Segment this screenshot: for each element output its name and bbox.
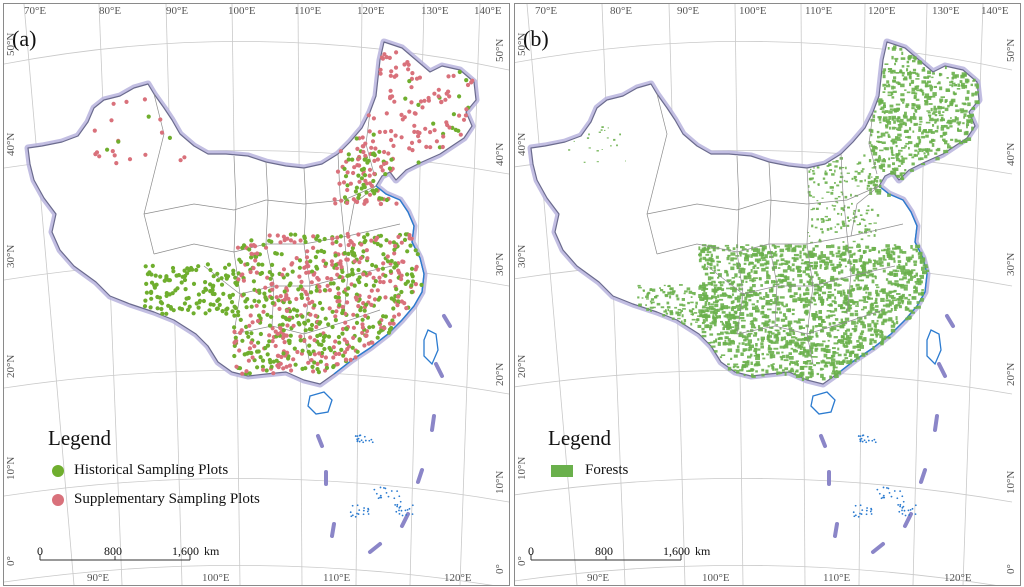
panel-label: (a): [12, 26, 37, 51]
top-tick: 70°E: [535, 5, 558, 17]
top-tick: 130°E: [932, 5, 960, 17]
scale-start: 0: [37, 544, 43, 558]
country-outline: [527, 38, 983, 415]
legend-title: Legend: [548, 426, 611, 450]
legend-label: Supplementary Sampling Plots: [74, 491, 260, 507]
right-tick: 10°N: [1005, 470, 1017, 494]
province-boundaries: [646, 93, 904, 365]
right-tick: 40°N: [494, 142, 506, 166]
forest-swatch-icon: [551, 464, 573, 477]
right-tick: 20°N: [1005, 362, 1017, 386]
top-tick: 110°E: [294, 5, 322, 17]
left-tick: 10°N: [516, 456, 528, 480]
green-dot-icon: [52, 464, 64, 477]
top-tick: 80°E: [610, 5, 633, 17]
bottom-tick: 110°E: [323, 572, 351, 584]
legend-item-historical: Historical Sampling Plots: [52, 462, 228, 479]
scale-unit: km: [204, 544, 220, 558]
scale-unit: km: [695, 544, 711, 558]
china-map-b: [515, 4, 1013, 585]
bottom-tick: 90°E: [587, 572, 610, 584]
top-tick: 80°E: [99, 5, 122, 17]
scale-bar: [39, 554, 191, 561]
scale-end: 1,600: [663, 544, 690, 558]
left-tick: 30°N: [516, 244, 528, 268]
scale-start: 0: [528, 544, 534, 558]
south-china-sea-islands: [316, 314, 452, 554]
top-tick: 130°E: [421, 5, 449, 17]
pink-dot-icon: [52, 493, 64, 506]
left-tick: 0°: [5, 556, 17, 566]
top-tick: 70°E: [24, 5, 47, 17]
legend-item-forests: Forests: [551, 462, 628, 479]
right-tick: 20°N: [494, 362, 506, 386]
right-tick: 0°: [494, 564, 506, 574]
right-tick: 0°: [1005, 564, 1017, 574]
bottom-tick: 110°E: [823, 572, 851, 584]
bottom-tick: 120°E: [444, 572, 472, 584]
top-tick: 90°E: [677, 5, 700, 17]
legend-title: Legend: [48, 426, 111, 450]
top-tick: 140°E: [474, 5, 502, 17]
left-tick: 30°N: [5, 244, 17, 268]
scale-mid: 800: [104, 544, 122, 558]
scale-bar: [530, 554, 682, 561]
bottom-tick: 90°E: [87, 572, 110, 584]
forest-cover: [568, 45, 980, 381]
top-tick: 90°E: [166, 5, 189, 17]
top-tick: 110°E: [805, 5, 833, 17]
legend-item-supplementary: Supplementary Sampling Plots: [52, 491, 260, 508]
country-outline: [24, 38, 480, 415]
map-panel-sampling-plots: (a) 70°E 80°E 90°E 100°E 110°E 120°E 130…: [3, 3, 510, 586]
top-tick: 140°E: [981, 5, 1009, 17]
left-tick: 20°N: [5, 354, 17, 378]
top-tick: 120°E: [868, 5, 896, 17]
left-tick: 50°N: [516, 32, 528, 56]
right-tick: 50°N: [494, 38, 506, 62]
top-tick: 120°E: [357, 5, 385, 17]
bottom-tick: 120°E: [944, 572, 972, 584]
panel-label: (b): [523, 26, 549, 51]
top-tick: 100°E: [739, 5, 767, 17]
map-panel-forests: (b) 70°E 80°E 90°E 100°E 110°E 120°E 130…: [514, 3, 1021, 586]
top-tick: 100°E: [228, 5, 256, 17]
right-tick: 30°N: [1005, 252, 1017, 276]
right-tick: 40°N: [1005, 142, 1017, 166]
sampling-plots: [92, 50, 475, 376]
china-map-a: [4, 4, 509, 585]
bottom-tick: 100°E: [702, 572, 730, 584]
left-tick: 40°N: [5, 132, 17, 156]
left-tick: 20°N: [516, 354, 528, 378]
left-tick: 50°N: [5, 32, 17, 56]
right-tick: 30°N: [494, 252, 506, 276]
south-china-sea-islands: [819, 314, 955, 554]
scale-end: 1,600: [172, 544, 199, 558]
right-tick: 50°N: [1005, 38, 1017, 62]
right-tick: 10°N: [494, 470, 506, 494]
left-tick: 10°N: [5, 456, 17, 480]
bottom-tick: 100°E: [202, 572, 230, 584]
scale-mid: 800: [595, 544, 613, 558]
legend-label: Historical Sampling Plots: [74, 462, 229, 478]
left-tick: 40°N: [516, 132, 528, 156]
legend-label: Forests: [585, 462, 629, 478]
